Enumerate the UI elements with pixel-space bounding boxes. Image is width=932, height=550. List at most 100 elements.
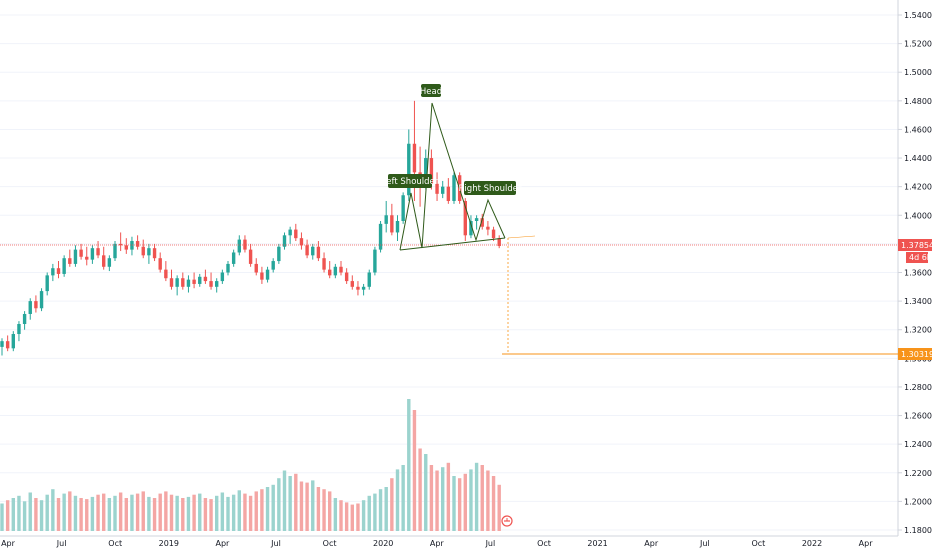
price-axis[interactable]: 1.54000 1.52000 1.50000 1.48000 1.46000 1.440… <box>898 11 932 535</box>
candle-body <box>68 258 72 264</box>
volume-bar <box>11 498 15 531</box>
target-price-badge-bg <box>898 348 932 360</box>
left-shoulder-label-text: Left Shoulder <box>382 177 439 187</box>
candle-body <box>102 255 106 267</box>
time-tick-label: Oct <box>537 539 551 548</box>
volume-bar <box>435 470 439 531</box>
candle-body <box>147 248 151 256</box>
time-tick-label: 2021 <box>587 539 607 548</box>
candle-body <box>130 241 134 250</box>
candle-body <box>361 286 366 290</box>
candle-body <box>356 286 360 290</box>
volume-bar <box>141 491 145 531</box>
candle-body <box>107 258 112 267</box>
volume-bar <box>491 476 496 531</box>
candle-body <box>113 243 117 259</box>
volume-bar <box>441 467 445 531</box>
candle-body <box>463 200 467 236</box>
time-tick-label: 2022 <box>802 539 822 548</box>
volume-bar <box>294 473 298 531</box>
head-label[interactable]: Head <box>420 84 442 97</box>
volume-bars <box>0 399 501 531</box>
volume-bar <box>248 495 253 531</box>
head-shoulders-pattern <box>399 102 506 251</box>
time-tick-label: Apr <box>215 539 230 548</box>
candle-body <box>446 186 451 201</box>
candle-body <box>282 235 287 247</box>
candle-body <box>158 258 162 270</box>
candle-body <box>85 256 89 260</box>
time-tick-label: Jul <box>699 539 710 548</box>
left-shoulder-label[interactable]: Left Shoulder <box>382 174 439 188</box>
volume-bar <box>68 491 72 531</box>
volume-bar <box>350 504 354 531</box>
volume-bar <box>102 493 106 531</box>
volume-bar <box>367 495 371 531</box>
candle-body <box>254 263 258 273</box>
price-tick-label: 1.46000 <box>904 125 932 134</box>
volume-bar <box>34 498 38 531</box>
volume-bar <box>45 494 49 531</box>
candle-body <box>401 195 405 221</box>
volume-bar <box>328 491 332 531</box>
volume-bar <box>288 476 292 531</box>
volume-bar <box>198 493 202 531</box>
volume-bar <box>73 495 78 531</box>
clock-icon[interactable] <box>501 515 513 527</box>
candle-body <box>164 269 168 279</box>
time-tick-label: Jul <box>270 539 281 548</box>
price-tick-label: 1.24000 <box>904 440 932 449</box>
candle-body <box>181 278 185 287</box>
candle-body <box>17 324 21 335</box>
candle-body <box>198 276 202 284</box>
candle-body <box>435 183 439 194</box>
price-tick-label: 1.22000 <box>904 469 932 478</box>
time-axis[interactable]: Apr Jul Oct 2019 Apr Jul Oct 2020 Apr Jul Oct 2021 A… <box>1 539 873 548</box>
volume-bar <box>0 503 4 531</box>
candle-body <box>226 263 230 273</box>
candle-body <box>11 334 15 349</box>
volume-bar <box>424 454 428 531</box>
candle-body <box>429 158 434 184</box>
price-tick-label: 1.34000 <box>904 297 932 306</box>
volume-bar <box>231 494 236 531</box>
volume-bar <box>486 470 490 531</box>
volume-bar <box>203 498 208 531</box>
candle-body <box>51 268 55 276</box>
volume-bar <box>51 489 55 531</box>
left-shoulder-label-bg <box>388 174 432 188</box>
candle-body <box>220 272 225 282</box>
volume-bar <box>90 496 95 531</box>
price-tick-label: 1.18000 <box>904 526 932 535</box>
neckline-extension <box>507 235 536 239</box>
candle-body <box>407 143 411 196</box>
countdown-badge-bg <box>906 252 928 263</box>
time-tick-label: Oct <box>108 539 122 548</box>
candle-body <box>328 269 332 276</box>
volume-bar <box>79 498 83 531</box>
volume-bar <box>412 410 417 531</box>
candle-body <box>378 223 383 250</box>
volume-bar <box>17 495 21 531</box>
right-shoulder-label-bg <box>464 181 516 195</box>
price-tick-label: 1.32000 <box>904 326 932 335</box>
current-price-badge: 1.37854 4d 6h <box>898 239 932 263</box>
right-shoulder-label[interactable]: Right Shoulder <box>459 181 522 195</box>
price-tick-label: 1.26000 <box>904 412 932 421</box>
right-shoulder-label-text: Right Shoulder <box>459 184 522 194</box>
candle-body <box>384 215 388 224</box>
volume-bar <box>130 494 134 531</box>
candle-body <box>34 301 38 309</box>
volume-bar <box>175 495 179 531</box>
candle-body <box>169 278 174 287</box>
candle-body <box>299 238 304 246</box>
candle-body <box>373 249 377 273</box>
volume-bar <box>311 480 315 531</box>
candle-body <box>5 341 10 349</box>
volume-bar <box>181 498 185 531</box>
volume-bar <box>457 478 462 531</box>
candle-body <box>248 249 253 264</box>
price-tick-label: 1.28000 <box>904 383 932 392</box>
candle-body <box>28 301 32 314</box>
